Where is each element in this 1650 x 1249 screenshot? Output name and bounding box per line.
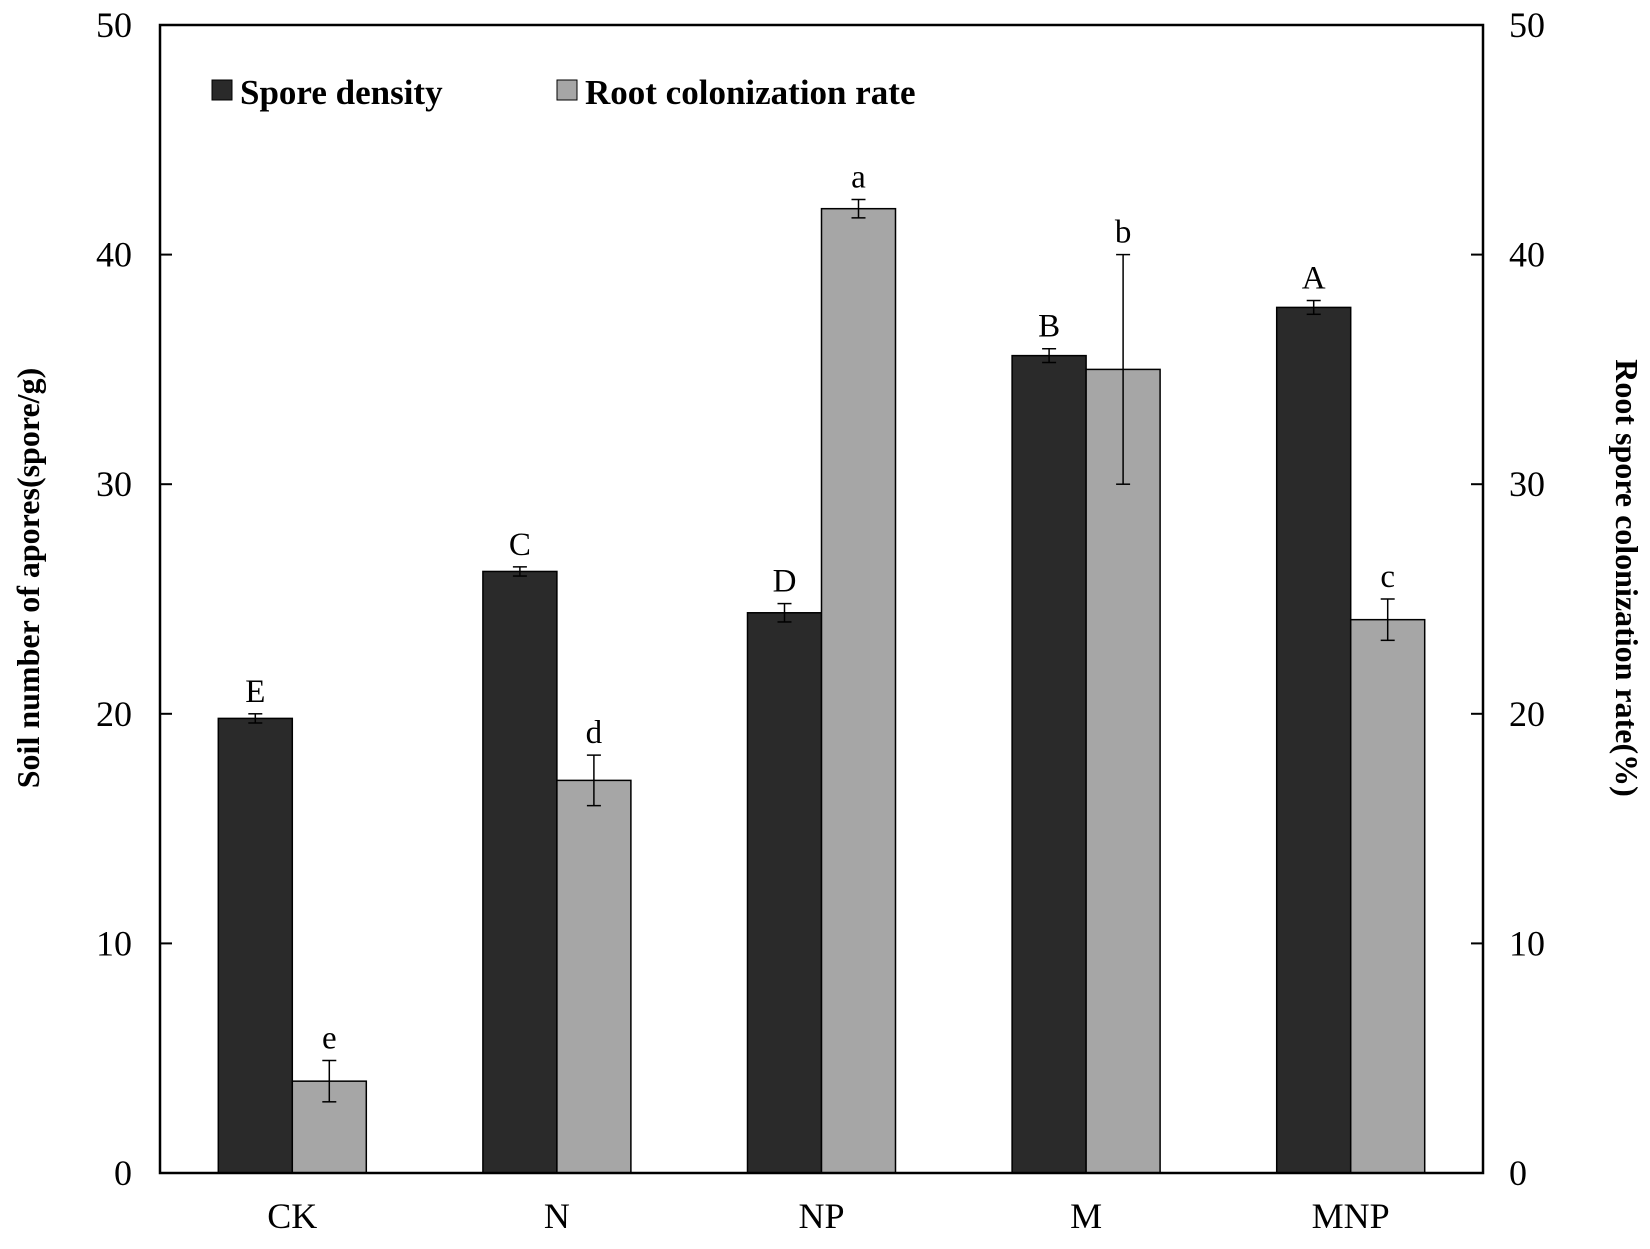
significance-label: d <box>586 715 603 751</box>
significance-label: e <box>322 1020 337 1056</box>
significance-label: C <box>509 527 531 563</box>
right-y-tick-label: 40 <box>1509 235 1545 275</box>
left-y-tick-label: 20 <box>96 694 132 734</box>
left-y-axis: 0 10 20 30 40 50 <box>96 5 172 1193</box>
significance-label: E <box>245 674 265 710</box>
bar-spore-density-ck <box>217 717 294 1174</box>
bar-root-colonization-np <box>820 207 897 1174</box>
bar-root-colonization-m <box>1085 368 1161 1174</box>
bars-layer <box>217 207 1426 1174</box>
left-y-tick-label: 40 <box>96 235 132 275</box>
right-y-axis: 0 10 20 30 40 50 <box>1471 5 1545 1193</box>
x-axis: CK N NP M MNP <box>267 1196 1389 1236</box>
x-tick-label: MNP <box>1312 1196 1390 1236</box>
legend-swatch-root-colonization-rate <box>556 79 578 101</box>
x-tick-label: CK <box>267 1196 317 1236</box>
plot-area-frame <box>158 23 1485 1175</box>
significance-label: B <box>1038 309 1060 345</box>
significance-label: A <box>1302 261 1326 297</box>
bar-root-colonization-mnp <box>1349 618 1426 1174</box>
legend-label-spore-density: Spore density <box>240 73 443 112</box>
legend-label-root-colonization-rate: Root colonization rate <box>585 73 915 112</box>
legend-swatch-spore-density <box>211 79 233 101</box>
legend: Spore density Root colonization rate <box>211 73 915 112</box>
bar-spore-density-n <box>482 570 558 1174</box>
right-y-tick-label: 50 <box>1509 5 1545 45</box>
right-y-axis-title: Root spore colonization rate(%) <box>1609 359 1645 797</box>
significance-label: c <box>1380 559 1395 595</box>
bar-spore-density-mnp <box>1275 306 1352 1174</box>
significance-labels-layer: Ee Cd Da Bb Ac <box>245 159 1395 1056</box>
bar-spore-density-np <box>746 612 823 1174</box>
bar-spore-density-m <box>1011 354 1087 1174</box>
significance-label: b <box>1115 215 1132 251</box>
left-y-tick-label: 0 <box>114 1153 132 1193</box>
x-tick-label: N <box>544 1196 570 1236</box>
significance-label: D <box>773 564 797 600</box>
right-y-tick-label: 10 <box>1509 923 1545 963</box>
left-y-tick-label: 10 <box>96 923 132 963</box>
left-y-tick-label: 30 <box>96 464 132 504</box>
left-y-tick-label: 50 <box>96 5 132 45</box>
x-tick-label: M <box>1070 1196 1102 1236</box>
left-y-axis-title: Soil number of apores(spore/g) <box>10 368 46 788</box>
right-y-tick-label: 30 <box>1509 464 1545 504</box>
right-y-tick-label: 0 <box>1509 1153 1527 1193</box>
x-tick-label: NP <box>798 1196 844 1236</box>
right-y-tick-label: 20 <box>1509 694 1545 734</box>
bar-root-colonization-n <box>556 779 632 1174</box>
error-bars-layer <box>248 198 1395 1103</box>
significance-label: a <box>851 159 866 195</box>
